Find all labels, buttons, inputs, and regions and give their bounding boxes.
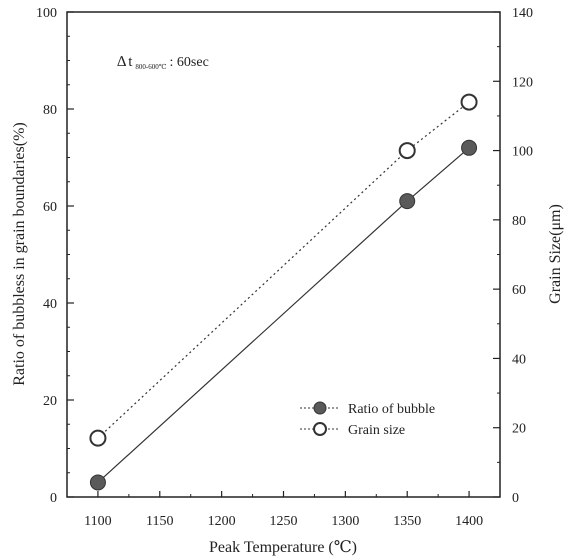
plot-frame	[66, 11, 501, 498]
series-1-point-1	[398, 142, 416, 160]
legend-marker-ratio	[313, 401, 327, 415]
annotation-value: : 60sec	[170, 55, 209, 70]
legend: Ratio of bubble Grain size	[300, 401, 435, 438]
left-y-axis-ticks: 0 20 40 60 80 100	[36, 6, 74, 506]
x-tick-label-4: 1300	[331, 514, 359, 529]
series-1-point-0	[89, 429, 107, 447]
left-y-tick-label-2: 40	[43, 297, 57, 312]
series-line-1	[97, 101, 470, 439]
annotation-delta: ∆	[117, 54, 126, 70]
legend-label-ratio: Ratio of bubble	[348, 402, 435, 417]
series-layer	[89, 93, 478, 491]
right-y-tick-label-1: 20	[512, 422, 526, 437]
right-y-tick-label-3: 60	[512, 283, 526, 298]
x-tick-label-5: 1350	[393, 514, 421, 529]
left-y-tick-label-4: 80	[43, 103, 57, 118]
left-y-axis-label: Ratio of bubbless in grain boundaries(%)	[11, 122, 28, 386]
legend-marker-grain	[313, 422, 327, 436]
left-y-tick-label-1: 20	[43, 394, 57, 409]
left-y-tick-label-5: 100	[36, 6, 57, 21]
right-y-tick-label-6: 120	[512, 75, 533, 90]
series-0-point-1	[399, 193, 416, 210]
series-1-point-2	[460, 93, 478, 111]
right-y-axis-ticks: 0 20 40 60 80 100 120 140	[493, 6, 533, 506]
right-y-tick-label-5: 100	[512, 145, 533, 160]
x-tick-label-6: 1400	[455, 514, 483, 529]
x-axis-label: Peak Temperature (℃)	[209, 539, 357, 556]
right-y-tick-label-2: 40	[512, 352, 526, 367]
series-0-point-2	[461, 139, 478, 156]
x-axis-ticks: 1100 1150 1200 1250 1300 1350 1400	[84, 491, 483, 529]
x-tick-label-3: 1250	[270, 514, 298, 529]
left-y-tick-label-0: 0	[50, 491, 57, 506]
x-tick-label-1: 1150	[146, 514, 173, 529]
right-y-tick-label-0: 0	[512, 491, 519, 506]
annotation: ∆ t 800-600℃ : 60sec	[117, 54, 209, 71]
annotation-t: t	[128, 54, 133, 70]
right-y-tick-label-4: 80	[512, 214, 526, 229]
annotation-subscript: 800-600℃	[135, 63, 166, 71]
right-y-axis-label: Grain Size(μm)	[547, 204, 564, 304]
series-0-point-0	[89, 474, 106, 491]
x-tick-label-0: 1100	[84, 514, 111, 529]
x-tick-label-2: 1200	[208, 514, 236, 529]
right-y-tick-label-7: 140	[512, 6, 533, 21]
legend-label-grain: Grain size	[348, 423, 405, 438]
left-y-tick-label-3: 60	[43, 200, 57, 215]
